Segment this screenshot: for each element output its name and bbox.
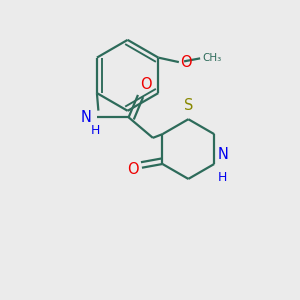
Text: CH₃: CH₃: [202, 53, 221, 63]
Text: H: H: [91, 124, 101, 137]
Text: N: N: [218, 147, 229, 162]
Text: O: O: [127, 162, 139, 177]
Text: O: O: [140, 77, 152, 92]
Text: S: S: [184, 98, 193, 113]
Text: N: N: [80, 110, 91, 125]
Text: O: O: [180, 55, 192, 70]
Text: H: H: [218, 171, 227, 184]
